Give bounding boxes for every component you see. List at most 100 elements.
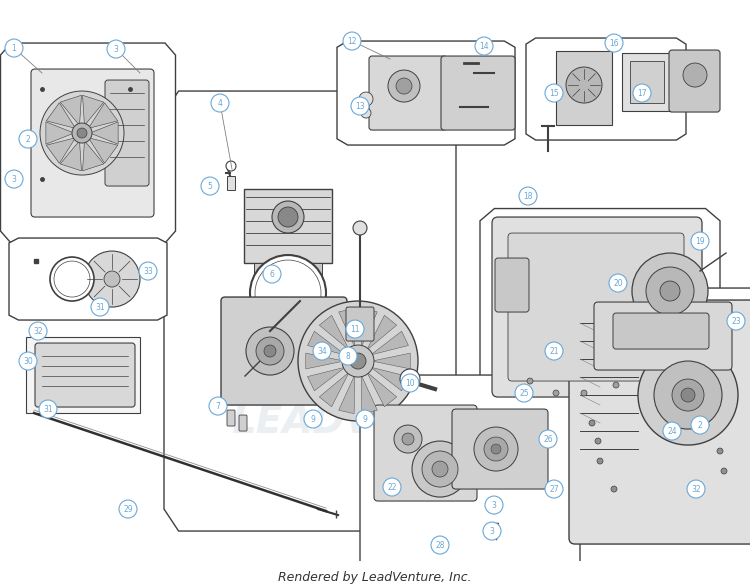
FancyBboxPatch shape	[221, 297, 347, 405]
Polygon shape	[9, 238, 167, 320]
FancyBboxPatch shape	[594, 302, 732, 370]
Circle shape	[263, 265, 281, 283]
Text: 20: 20	[614, 278, 622, 288]
Polygon shape	[308, 331, 346, 355]
FancyBboxPatch shape	[346, 307, 374, 341]
Polygon shape	[46, 122, 74, 144]
Circle shape	[401, 374, 419, 392]
Circle shape	[431, 536, 449, 554]
Text: 30: 30	[23, 356, 33, 366]
FancyBboxPatch shape	[244, 189, 332, 263]
Circle shape	[638, 345, 738, 445]
Polygon shape	[46, 103, 76, 128]
Polygon shape	[372, 353, 410, 369]
Text: 8: 8	[346, 352, 350, 360]
Circle shape	[211, 94, 229, 112]
Circle shape	[19, 352, 37, 370]
Polygon shape	[552, 288, 750, 566]
Circle shape	[581, 390, 587, 396]
Circle shape	[54, 261, 90, 297]
Polygon shape	[337, 41, 515, 145]
Polygon shape	[320, 372, 350, 407]
Text: 23: 23	[731, 316, 741, 325]
Text: 27: 27	[549, 484, 559, 494]
Circle shape	[91, 298, 109, 316]
Circle shape	[613, 382, 619, 388]
Circle shape	[139, 262, 157, 280]
Polygon shape	[60, 95, 82, 125]
Circle shape	[396, 78, 412, 94]
Text: LEADVENTURE: LEADVENTURE	[231, 402, 548, 440]
Circle shape	[422, 451, 458, 487]
Polygon shape	[88, 137, 118, 163]
Text: 18: 18	[524, 191, 532, 201]
Circle shape	[356, 410, 374, 428]
Circle shape	[597, 458, 603, 464]
Circle shape	[50, 257, 94, 301]
Circle shape	[402, 433, 414, 445]
Circle shape	[683, 63, 707, 87]
Circle shape	[633, 84, 651, 102]
Circle shape	[298, 301, 418, 421]
Text: 32: 32	[33, 326, 43, 336]
Text: 15: 15	[549, 88, 559, 98]
Circle shape	[475, 37, 493, 55]
Text: 16: 16	[609, 39, 619, 47]
Circle shape	[394, 425, 422, 453]
FancyBboxPatch shape	[556, 51, 612, 125]
Circle shape	[515, 384, 533, 402]
Polygon shape	[339, 374, 355, 414]
Polygon shape	[370, 367, 409, 391]
Text: 10: 10	[405, 378, 415, 387]
Circle shape	[343, 32, 361, 50]
Polygon shape	[1, 43, 176, 243]
Circle shape	[226, 161, 236, 171]
Text: 17: 17	[638, 88, 646, 98]
Polygon shape	[308, 367, 346, 391]
FancyBboxPatch shape	[613, 313, 709, 349]
Circle shape	[342, 345, 374, 377]
Circle shape	[721, 468, 727, 474]
Text: 29: 29	[123, 504, 133, 514]
Circle shape	[84, 251, 140, 307]
Circle shape	[611, 486, 617, 492]
Circle shape	[687, 480, 705, 498]
Circle shape	[545, 84, 563, 102]
Polygon shape	[370, 331, 409, 355]
FancyBboxPatch shape	[105, 80, 149, 186]
FancyBboxPatch shape	[369, 56, 447, 130]
FancyBboxPatch shape	[239, 415, 247, 431]
Circle shape	[361, 108, 371, 118]
Circle shape	[5, 170, 23, 188]
Circle shape	[432, 461, 448, 477]
Polygon shape	[361, 308, 377, 347]
Circle shape	[632, 253, 708, 329]
Text: 31: 31	[95, 302, 105, 312]
Circle shape	[727, 312, 745, 330]
Text: 14: 14	[479, 42, 489, 50]
Circle shape	[383, 478, 401, 496]
Circle shape	[104, 271, 120, 287]
Circle shape	[351, 97, 369, 115]
Circle shape	[672, 379, 704, 411]
Circle shape	[691, 232, 709, 250]
FancyBboxPatch shape	[492, 217, 702, 397]
Text: 31: 31	[44, 405, 52, 414]
Circle shape	[40, 91, 124, 175]
FancyBboxPatch shape	[630, 61, 664, 103]
Circle shape	[545, 480, 563, 498]
Circle shape	[566, 67, 602, 103]
Circle shape	[107, 40, 125, 58]
Polygon shape	[90, 122, 118, 144]
Text: 9: 9	[310, 415, 316, 424]
Polygon shape	[339, 308, 355, 347]
Polygon shape	[82, 95, 104, 125]
Circle shape	[553, 390, 559, 396]
FancyBboxPatch shape	[254, 263, 322, 277]
Text: 25: 25	[519, 388, 529, 398]
Circle shape	[527, 378, 533, 384]
FancyBboxPatch shape	[31, 69, 154, 217]
Text: 3: 3	[11, 174, 16, 184]
Circle shape	[250, 255, 326, 331]
Circle shape	[519, 187, 537, 205]
